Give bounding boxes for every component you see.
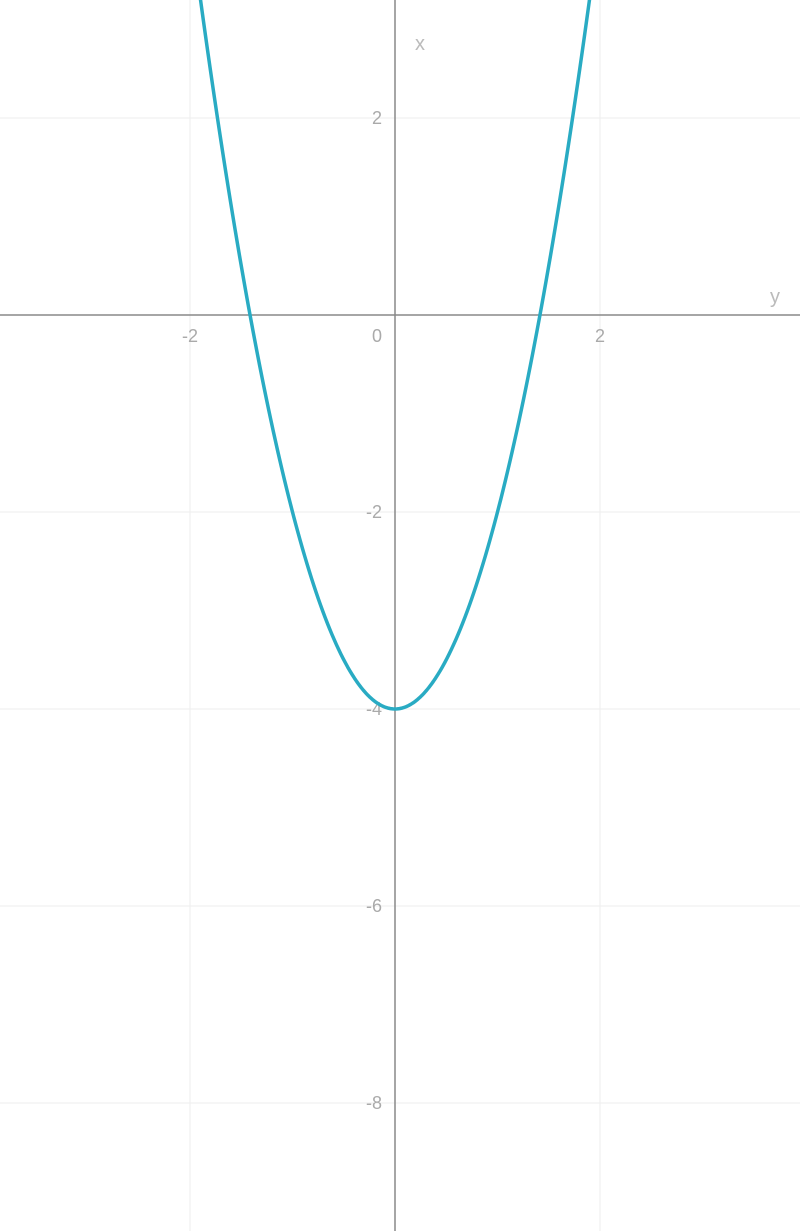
horizontal-axis-label: y bbox=[770, 286, 780, 308]
y-tick-label: -6 bbox=[366, 896, 382, 916]
chart-container: -2022-2-4-6-8xy bbox=[0, 0, 800, 1231]
y-tick-label: -8 bbox=[366, 1093, 382, 1113]
y-tick-label: -2 bbox=[366, 502, 382, 522]
chart-background bbox=[0, 0, 800, 1231]
x-tick-label: -2 bbox=[182, 326, 198, 346]
x-tick-label: 0 bbox=[372, 326, 382, 346]
y-tick-label: 2 bbox=[372, 108, 382, 128]
vertical-axis-label: x bbox=[415, 33, 425, 55]
parabola-chart: -2022-2-4-6-8xy bbox=[0, 0, 800, 1231]
x-tick-label: 2 bbox=[595, 326, 605, 346]
